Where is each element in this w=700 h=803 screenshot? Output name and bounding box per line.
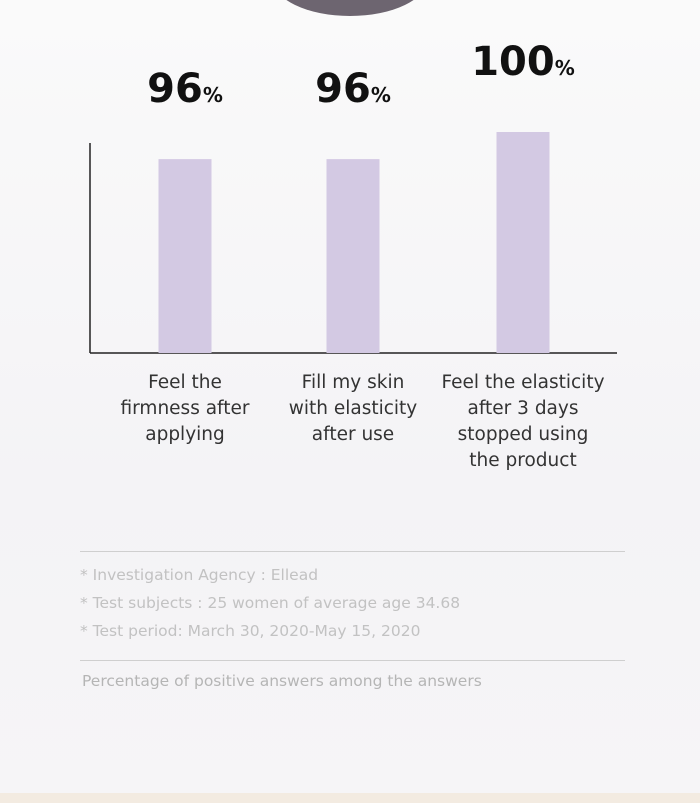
divider <box>80 551 625 552</box>
value-label: 100% <box>471 39 575 85</box>
value-label: 96% <box>315 66 391 112</box>
category-label: Feel the firmness after applying <box>120 372 250 445</box>
caption: Percentage of positive answers among the… <box>82 672 482 690</box>
bar <box>496 132 550 353</box>
note: * Investigation Agency : Ellead <box>80 566 319 584</box>
category-label: Fill my skin with elasticity after use <box>288 372 418 445</box>
divider <box>80 660 625 661</box>
bar <box>326 159 380 353</box>
note: * Test period: March 30, 2020-May 15, 20… <box>80 622 421 640</box>
value-label: 96% <box>147 66 223 112</box>
note: * Test subjects : 25 women of average ag… <box>80 594 461 612</box>
product-shape <box>286 0 414 16</box>
bar <box>158 159 212 353</box>
category-label: Feel the elasticity after 3 days stopped… <box>441 372 605 471</box>
bottom-strip <box>0 793 700 803</box>
